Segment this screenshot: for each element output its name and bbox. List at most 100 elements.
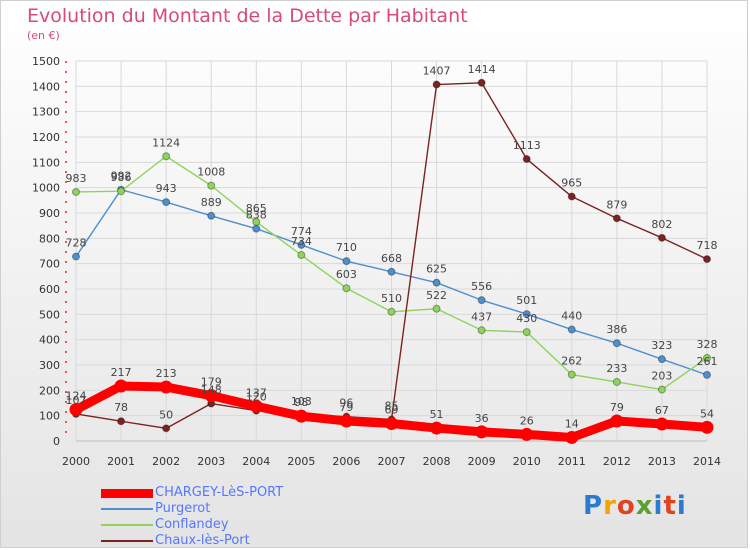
data-label-purgerot: 943 [156, 182, 177, 195]
data-point-chargey-l-s-port [700, 420, 714, 434]
data-label-chaux-l-s-port: 96 [339, 397, 353, 410]
data-point-purgerot [657, 355, 666, 364]
data-label-purgerot: 774 [291, 225, 312, 238]
chart-title: Evolution du Montant de la Dette par Hab… [27, 5, 468, 27]
data-label-chargey-l-s-port: 51 [430, 408, 444, 421]
data-label-chaux-l-s-port: 78 [114, 401, 128, 414]
data-point-chaux-l-s-port [567, 192, 576, 201]
data-point-purgerot [297, 240, 306, 249]
data-point-purgerot [342, 257, 351, 266]
y-tick-label: 0 [53, 435, 60, 448]
x-tick-label: 2005 [287, 455, 315, 468]
x-tick-label: 2014 [693, 455, 721, 468]
y-tick-label: 1100 [32, 156, 60, 169]
data-label-chaux-l-s-port: 718 [697, 239, 718, 252]
data-label-chaux-l-s-port: 107 [66, 394, 87, 407]
data-label-chargey-l-s-port: 98 [294, 396, 308, 409]
y-tick-label: 100 [39, 410, 60, 423]
chart-unit-label: (en €) [27, 29, 60, 42]
data-label-chaux-l-s-port: 103 [291, 395, 312, 408]
data-label-conflandey: 603 [336, 268, 357, 281]
x-tick-label: 2007 [378, 455, 406, 468]
data-label-chargey-l-s-port: 69 [385, 404, 399, 417]
data-label-purgerot: 501 [516, 294, 537, 307]
data-label-chaux-l-s-port: 120 [246, 391, 267, 404]
data-point-conflandey [162, 152, 171, 161]
x-tick-label: 2003 [197, 455, 225, 468]
y-tick-label: 800 [39, 232, 60, 245]
data-point-purgerot [387, 267, 396, 276]
data-label-chaux-l-s-port: 1414 [468, 63, 496, 76]
data-label-purgerot: 838 [246, 209, 267, 222]
data-point-purgerot [612, 339, 621, 348]
data-label-conflandey: 233 [606, 362, 627, 375]
data-point-chaux-l-s-port [703, 255, 711, 264]
data-point-chaux-l-s-port [522, 155, 531, 164]
x-tick-label: 2006 [332, 455, 360, 468]
y-tick-label: 1200 [32, 131, 60, 144]
y-tick-label: 700 [39, 258, 60, 271]
x-tick-label: 2012 [603, 455, 631, 468]
data-label-chaux-l-s-port: 1113 [513, 139, 541, 152]
data-label-chargey-l-s-port: 36 [475, 412, 489, 425]
data-point-conflandey [117, 187, 126, 196]
data-point-chargey-l-s-port [385, 417, 398, 431]
x-tick-label: 2004 [242, 455, 270, 468]
data-label-chaux-l-s-port: 965 [561, 177, 582, 190]
legend-label: Chaux-lès-Port [155, 533, 250, 548]
data-label-chargey-l-s-port: 79 [339, 401, 353, 414]
data-point-conflandey [207, 181, 216, 190]
data-label-chaux-l-s-port: 148 [201, 384, 222, 397]
data-label-conflandey: 983 [66, 172, 87, 185]
legend-label: CHARGEY-LèS-PORT [155, 485, 284, 500]
x-tick-label: 2008 [423, 455, 451, 468]
data-point-chaux-l-s-port [432, 80, 441, 89]
data-label-chargey-l-s-port: 14 [565, 417, 579, 430]
legend-label: Conflandey [155, 517, 229, 532]
data-label-purgerot: 556 [471, 280, 492, 293]
data-label-purgerot: 386 [606, 323, 627, 336]
y-tick-label: 300 [39, 359, 60, 372]
data-label-purgerot: 440 [561, 310, 582, 323]
data-point-chaux-l-s-port [162, 424, 171, 433]
legend-swatch [101, 540, 153, 542]
data-label-conflandey: 203 [651, 370, 672, 383]
y-tick-label: 1000 [32, 182, 60, 195]
data-point-chaux-l-s-port [657, 233, 666, 242]
y-tick-label: 1500 [32, 55, 60, 68]
legend-swatch [101, 508, 153, 510]
data-point-purgerot [72, 252, 80, 261]
data-point-chaux-l-s-port [612, 214, 621, 223]
data-label-chaux-l-s-port: 50 [159, 408, 173, 421]
data-label-conflandey: 262 [561, 355, 582, 368]
data-point-chargey-l-s-port [204, 389, 218, 403]
data-point-chargey-l-s-port [294, 409, 308, 423]
data-point-chargey-l-s-port [69, 403, 83, 417]
data-point-chargey-l-s-port [339, 414, 353, 428]
x-tick-label: 2000 [62, 455, 90, 468]
x-tick-label: 2011 [558, 455, 586, 468]
data-label-conflandey: 986 [111, 171, 132, 184]
data-label-conflandey: 1124 [152, 136, 180, 149]
data-label-conflandey: 865 [246, 202, 267, 215]
data-label-purgerot: 625 [426, 263, 447, 276]
x-tick-label: 2002 [152, 455, 180, 468]
data-point-conflandey [72, 187, 80, 196]
y-tick-label: 1300 [32, 106, 60, 119]
data-point-purgerot [522, 310, 531, 319]
data-point-chargey-l-s-port [475, 425, 489, 439]
data-point-purgerot [703, 370, 711, 379]
data-point-conflandey [657, 385, 666, 394]
line-chart: 0 100 200 300 400 500 600 700 800 900 1000 1100 1200… [32, 55, 721, 468]
data-label-chaux-l-s-port: 802 [651, 218, 672, 231]
data-label-purgerot: 710 [336, 241, 357, 254]
grid [75, 60, 708, 442]
data-label-chargey-l-s-port: 179 [201, 376, 222, 389]
data-label-chaux-l-s-port: 879 [606, 198, 627, 211]
data-label-purgerot: 261 [697, 355, 718, 368]
x-tick-label: 2001 [107, 455, 135, 468]
data-point-conflandey [703, 353, 711, 362]
data-label-chargey-l-s-port: 54 [700, 407, 714, 420]
data-point-conflandey [477, 326, 486, 335]
y-tick-label: 900 [39, 207, 60, 220]
